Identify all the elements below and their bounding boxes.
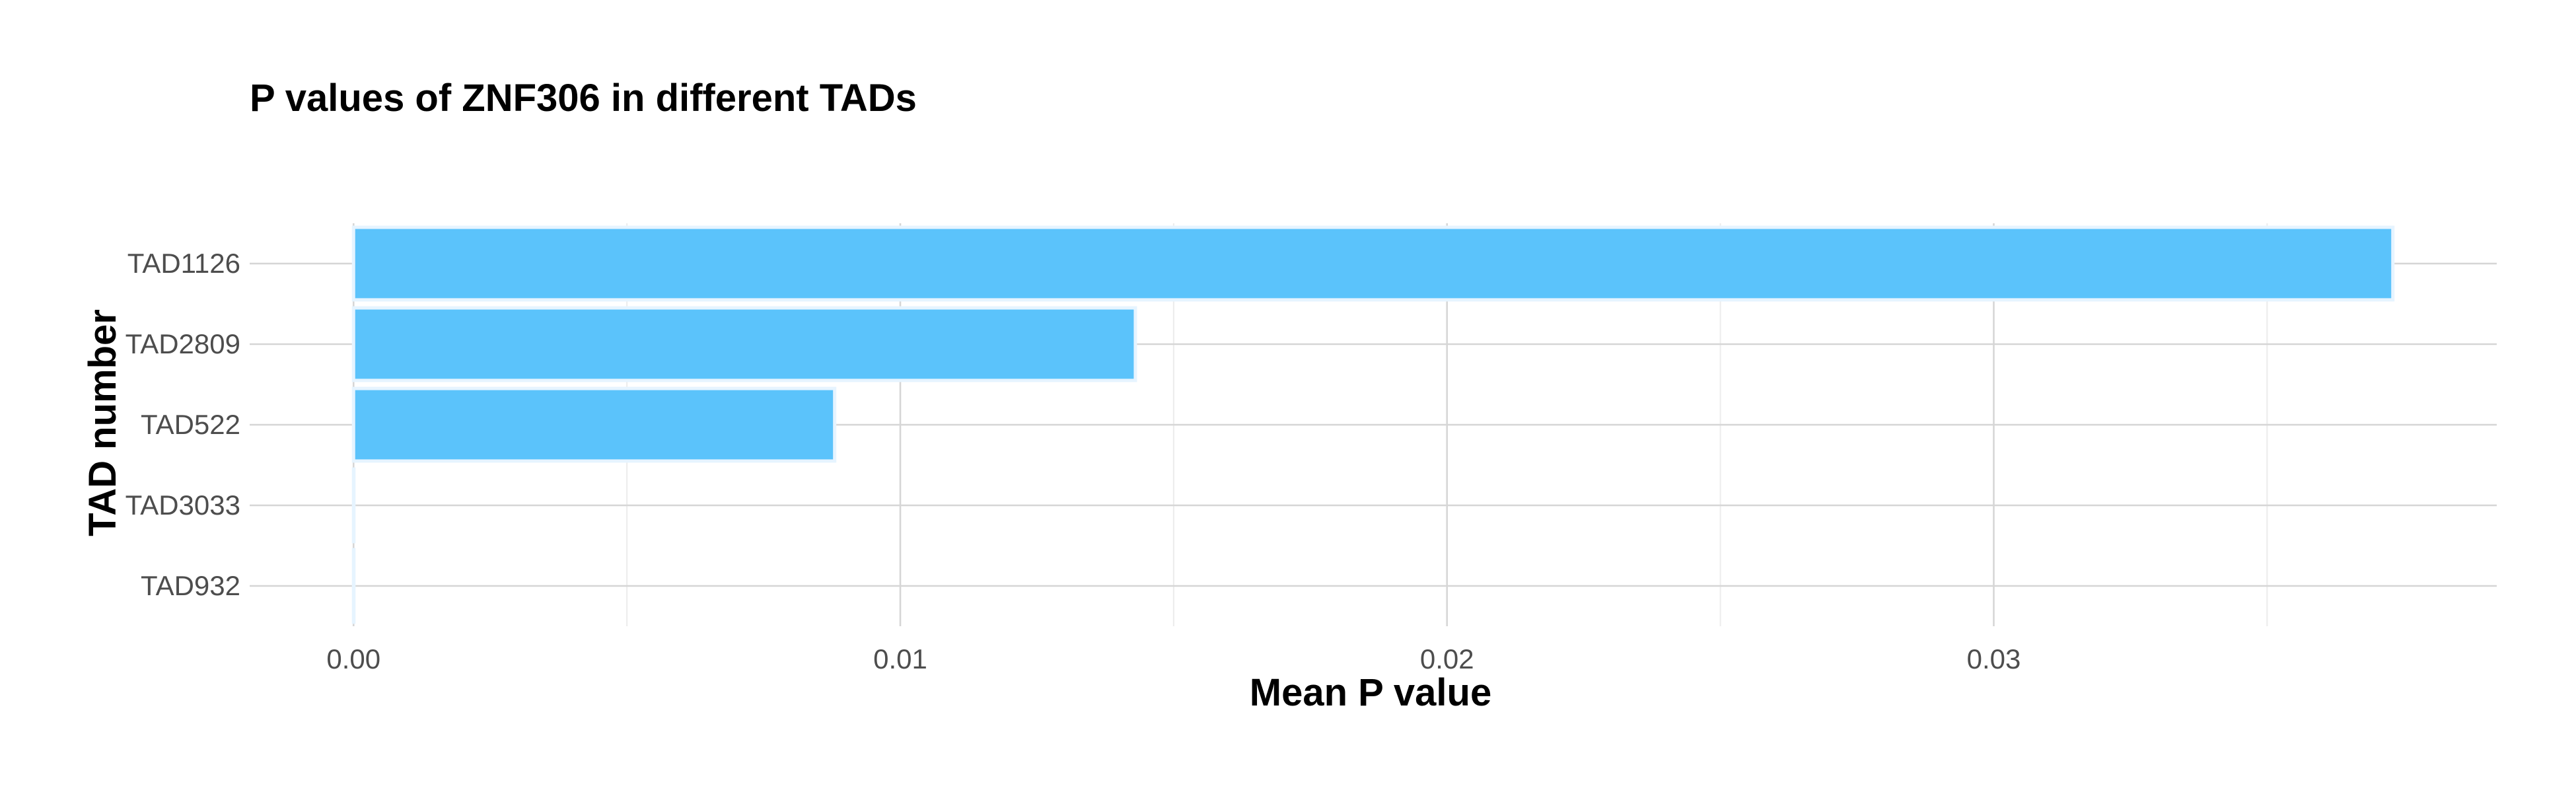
bar-tad2809: [351, 306, 1137, 382]
y-tick-label: TAD1126: [127, 248, 240, 279]
bar-tad3033: [351, 467, 356, 544]
y-tick-label: TAD3033: [125, 489, 240, 521]
bar-tad1126: [351, 225, 2395, 302]
y-tick-labels: TAD1126 TAD2809 TAD522 TAD3033 TAD932: [125, 248, 240, 601]
x-axis-title: Mean P value: [1250, 671, 1491, 714]
bar-layer: [351, 225, 2395, 624]
y-tick-label: TAD932: [141, 570, 240, 601]
x-tick-labels: 0.00 0.01 0.02 0.03: [326, 643, 2021, 674]
x-tick-label: 0.03: [1967, 643, 2021, 674]
x-tick-label: 0.00: [326, 643, 380, 674]
x-tick-label: 0.02: [1420, 643, 1474, 674]
x-tick-label: 0.01: [873, 643, 927, 674]
chart-title: P values of ZNF306 in different TADs: [250, 77, 917, 120]
y-axis-title: TAD number: [81, 309, 124, 536]
bar-tad522: [351, 386, 837, 463]
y-tick-label: TAD2809: [125, 328, 240, 359]
bar-tad932: [351, 548, 356, 624]
y-tick-label: TAD522: [141, 409, 240, 440]
